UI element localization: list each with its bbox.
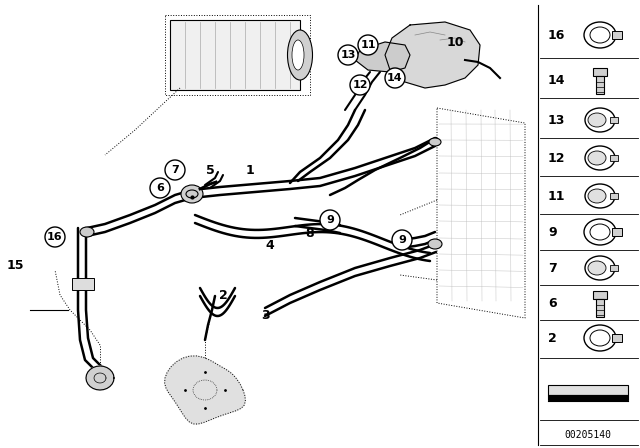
Circle shape	[45, 227, 65, 247]
Text: 10: 10	[446, 35, 464, 48]
Text: 16: 16	[47, 232, 63, 242]
Text: 8: 8	[306, 227, 314, 240]
Bar	[170, 20, 300, 90]
Ellipse shape	[186, 190, 198, 198]
Bar	[548, 395, 628, 400]
Ellipse shape	[590, 27, 610, 43]
Ellipse shape	[585, 184, 615, 208]
Text: 15: 15	[6, 258, 24, 271]
Text: 14: 14	[387, 73, 403, 83]
Ellipse shape	[181, 185, 203, 203]
Ellipse shape	[588, 113, 606, 127]
Ellipse shape	[584, 325, 616, 351]
Bar	[593, 68, 607, 76]
Bar	[596, 76, 604, 94]
Text: 16: 16	[548, 29, 565, 42]
Text: 7: 7	[548, 262, 557, 275]
Circle shape	[165, 160, 185, 180]
Text: 12: 12	[548, 151, 566, 164]
Ellipse shape	[590, 224, 610, 240]
Bar	[548, 385, 628, 395]
Text: 12: 12	[352, 80, 368, 90]
Text: 9: 9	[398, 235, 406, 245]
Polygon shape	[355, 42, 410, 72]
Circle shape	[150, 178, 170, 198]
Ellipse shape	[588, 261, 606, 275]
Text: 00205140: 00205140	[564, 430, 611, 440]
Text: 2: 2	[548, 332, 557, 345]
Ellipse shape	[292, 40, 304, 70]
Text: 1: 1	[246, 164, 254, 177]
Polygon shape	[86, 366, 114, 390]
Ellipse shape	[590, 330, 610, 346]
Ellipse shape	[584, 22, 616, 48]
Text: 11: 11	[548, 190, 566, 202]
Bar	[610, 265, 618, 271]
Text: 4: 4	[266, 238, 275, 251]
Ellipse shape	[585, 146, 615, 170]
Ellipse shape	[585, 108, 615, 132]
Bar	[610, 117, 618, 123]
Polygon shape	[164, 356, 245, 424]
Circle shape	[350, 75, 370, 95]
Bar	[72, 278, 94, 290]
Polygon shape	[385, 22, 480, 88]
Circle shape	[358, 35, 378, 55]
Text: 5: 5	[205, 164, 214, 177]
Text: 3: 3	[260, 309, 269, 322]
Text: 14: 14	[548, 73, 566, 86]
Bar	[596, 299, 604, 317]
Text: 9: 9	[548, 225, 557, 238]
Bar	[612, 334, 622, 342]
Circle shape	[320, 210, 340, 230]
Text: 9: 9	[326, 215, 334, 225]
Circle shape	[392, 230, 412, 250]
Bar	[610, 155, 618, 161]
Ellipse shape	[80, 227, 94, 237]
Ellipse shape	[585, 256, 615, 280]
Ellipse shape	[428, 239, 442, 249]
Ellipse shape	[588, 189, 606, 203]
Ellipse shape	[584, 219, 616, 245]
Ellipse shape	[429, 138, 441, 146]
Bar	[593, 291, 607, 299]
Text: 7: 7	[171, 165, 179, 175]
Bar	[612, 228, 622, 236]
Bar	[612, 31, 622, 39]
Bar	[610, 193, 618, 199]
Circle shape	[338, 45, 358, 65]
Text: 13: 13	[548, 113, 565, 126]
Ellipse shape	[588, 151, 606, 165]
Text: 2: 2	[219, 289, 227, 302]
Ellipse shape	[287, 30, 312, 80]
Circle shape	[385, 68, 405, 88]
Text: 11: 11	[360, 40, 376, 50]
Text: 6: 6	[156, 183, 164, 193]
Text: 6: 6	[548, 297, 557, 310]
Text: 13: 13	[340, 50, 356, 60]
